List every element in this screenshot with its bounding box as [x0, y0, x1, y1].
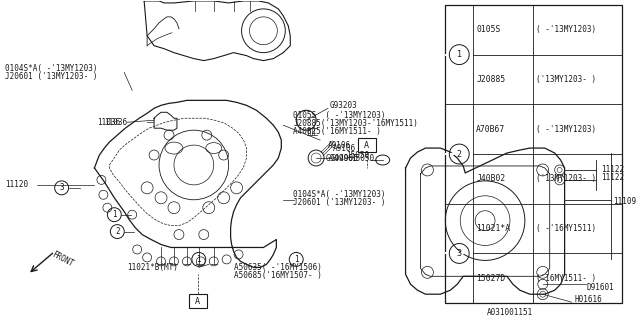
Text: J20885('13MY1203-'16MY1511): J20885('13MY1203-'16MY1511): [293, 119, 418, 128]
Text: G94906: G94906: [331, 154, 359, 163]
Bar: [445, 54, 473, 56]
Text: 3: 3: [457, 249, 461, 258]
Text: 15050: 15050: [346, 150, 369, 160]
Text: J20885: J20885: [476, 75, 506, 84]
Text: 11120: 11120: [5, 180, 28, 189]
Text: J40B02: J40B02: [476, 174, 506, 183]
Text: A40825('16MY1511- ): A40825('16MY1511- ): [293, 127, 381, 136]
Text: 11122: 11122: [602, 165, 625, 174]
Bar: [445, 5, 622, 303]
Text: A: A: [364, 140, 369, 149]
Text: 15050: 15050: [351, 154, 374, 163]
Text: A9106: A9106: [333, 144, 356, 153]
Text: 11036: 11036: [104, 118, 127, 127]
Text: 0104S*A( -'13MY1203): 0104S*A( -'13MY1203): [293, 190, 386, 199]
Text: 11021*A: 11021*A: [476, 224, 510, 233]
Text: 0105S: 0105S: [476, 25, 500, 34]
Text: 11036: 11036: [97, 118, 120, 127]
Text: ( -'16MY1511): ( -'16MY1511): [536, 224, 596, 233]
Text: 0105S  ( -'13MY1203): 0105S ( -'13MY1203): [293, 111, 386, 120]
Text: ('13MY1203- ): ('13MY1203- ): [536, 174, 596, 183]
Text: FRONT: FRONT: [50, 250, 74, 269]
Text: 11109: 11109: [613, 197, 636, 206]
Text: 11122: 11122: [602, 173, 625, 182]
Text: D91601: D91601: [586, 283, 614, 292]
Text: H01616: H01616: [575, 295, 602, 304]
Text: A031001151: A031001151: [487, 308, 533, 316]
Text: J20601 ('13MY1203- ): J20601 ('13MY1203- ): [293, 198, 386, 207]
Text: 1: 1: [112, 210, 116, 219]
Text: A50685('16MY1507- ): A50685('16MY1507- ): [234, 271, 321, 280]
Text: A50635( -'16MY1506): A50635( -'16MY1506): [234, 263, 321, 272]
Text: ( -'13MY1203): ( -'13MY1203): [536, 125, 596, 134]
Text: ('13MY1203- ): ('13MY1203- ): [536, 75, 596, 84]
Text: 11021*B(MT): 11021*B(MT): [127, 263, 178, 272]
Text: 2: 2: [115, 227, 120, 236]
Text: 15027D: 15027D: [476, 274, 506, 283]
Text: ('16MY1511- ): ('16MY1511- ): [536, 274, 596, 283]
Text: 1: 1: [294, 255, 298, 264]
Text: J20601 ('13MY1203- ): J20601 ('13MY1203- ): [5, 72, 97, 81]
Bar: [189, 294, 207, 308]
Text: A: A: [195, 297, 200, 306]
Text: ( -'13MY1203): ( -'13MY1203): [536, 25, 596, 34]
Bar: [358, 138, 376, 152]
Bar: [445, 252, 473, 254]
Text: 0104S*A( -'13MY1203): 0104S*A( -'13MY1203): [5, 64, 97, 73]
Text: 3: 3: [60, 183, 64, 192]
Text: 1: 1: [196, 255, 201, 264]
Bar: [445, 153, 473, 155]
Text: A70B67: A70B67: [476, 125, 506, 134]
Text: G93203: G93203: [330, 101, 358, 110]
Text: 2: 2: [457, 149, 461, 158]
Text: 1: 1: [457, 50, 461, 59]
Text: A9106: A9106: [328, 140, 351, 149]
Text: G94906: G94906: [326, 154, 354, 163]
